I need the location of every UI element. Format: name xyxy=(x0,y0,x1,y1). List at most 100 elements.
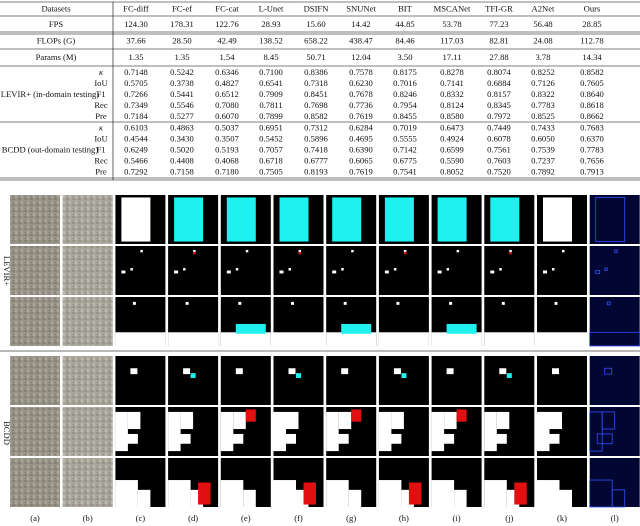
cell: 0.5705 xyxy=(124,78,148,88)
mask-error xyxy=(190,373,196,379)
cell: 37.66 xyxy=(126,35,146,45)
mask-region xyxy=(431,332,482,346)
mask-region xyxy=(279,197,309,242)
cell: 0.7148 xyxy=(124,67,148,77)
cell: 0.6951 xyxy=(259,122,283,132)
cell: 0.6070 xyxy=(215,111,239,121)
mask-region xyxy=(286,411,299,430)
cell: 0.5020 xyxy=(170,144,194,154)
mask-region xyxy=(549,411,562,430)
metric-label: IoU xyxy=(94,133,108,143)
mask-region xyxy=(554,301,558,305)
mask-region xyxy=(341,268,344,271)
cell: 0.6512 xyxy=(215,89,239,99)
mask-region xyxy=(396,301,400,305)
row-label: Params (M) xyxy=(36,52,77,62)
mask-region xyxy=(543,197,572,242)
mask-region xyxy=(115,332,166,346)
cell: 0.7541 xyxy=(393,166,417,176)
cell: 0.4924 xyxy=(440,133,464,143)
cell: 0.7292 xyxy=(124,166,148,176)
cell: 0.8252 xyxy=(531,67,555,77)
mask-region xyxy=(378,480,402,507)
cell: 0.6230 xyxy=(349,78,373,88)
mask-region xyxy=(537,411,550,452)
mask xyxy=(220,356,271,405)
column-label: (g) xyxy=(346,513,356,523)
cell: 0.7783 xyxy=(531,100,555,110)
cell: 84.46 xyxy=(395,35,415,45)
cell: 0.3738 xyxy=(170,78,194,88)
cell: 0.6599 xyxy=(440,144,464,154)
mask-region xyxy=(431,411,445,452)
mask-error xyxy=(351,409,362,422)
cell: 0.4544 xyxy=(124,133,148,143)
cell: 0.7736 xyxy=(349,100,373,110)
cell: 42.49 xyxy=(217,35,236,45)
mask-region xyxy=(288,368,296,375)
mask-region xyxy=(386,433,402,444)
mask-region xyxy=(456,249,460,253)
group-label: BCDD (out-domain testing) xyxy=(2,144,99,154)
cell: 0.7505 xyxy=(259,166,283,176)
mask-region xyxy=(444,411,457,430)
metric-label: F1 xyxy=(96,89,105,99)
mask-region xyxy=(552,268,555,271)
mask-region xyxy=(238,301,242,305)
error-map xyxy=(589,195,640,244)
cell: 0.8640 xyxy=(580,89,604,99)
photo xyxy=(10,458,60,507)
photo xyxy=(62,195,113,244)
photo xyxy=(62,356,113,405)
mask-region xyxy=(552,368,559,375)
cell: 0.8345 xyxy=(487,100,511,110)
mask-error xyxy=(506,373,512,379)
mask-region xyxy=(559,489,572,507)
mask-region xyxy=(484,480,507,507)
cell: 0.3430 xyxy=(170,133,194,143)
cell: 1.54 xyxy=(219,52,235,62)
error-outline xyxy=(589,411,603,452)
cell: 0.5555 xyxy=(393,133,417,143)
mask-region xyxy=(437,270,442,274)
error-map xyxy=(589,297,640,346)
error-outline xyxy=(596,433,613,445)
mask xyxy=(115,356,166,405)
mask-region xyxy=(490,197,520,242)
photo-tint xyxy=(10,356,60,405)
mask-region xyxy=(228,433,244,444)
cell: 0.7184 xyxy=(124,111,148,121)
column-label: (a) xyxy=(30,513,40,523)
mask-region xyxy=(175,433,191,444)
photo xyxy=(62,407,113,456)
mask-region xyxy=(226,197,256,242)
cell: 0.7520 xyxy=(487,166,511,176)
mask-region xyxy=(491,433,507,444)
mask-error xyxy=(198,482,211,505)
column-header: L-Unet xyxy=(259,3,284,13)
mask xyxy=(273,356,324,405)
error-map xyxy=(589,458,640,507)
photo xyxy=(10,356,60,405)
column-label: (d) xyxy=(188,513,198,523)
mask-error xyxy=(456,409,467,422)
mask-region xyxy=(393,368,401,375)
column-label: (i) xyxy=(453,513,461,523)
mask-region xyxy=(220,411,234,452)
cell: 0.8662 xyxy=(580,111,604,121)
photo xyxy=(62,297,113,346)
metric-label: κ xyxy=(99,122,104,132)
photo-tint xyxy=(62,297,113,346)
mask-region xyxy=(431,480,455,507)
mask-region xyxy=(180,411,194,430)
mask-region xyxy=(243,489,256,507)
photo-tint xyxy=(62,407,113,456)
mask-error xyxy=(514,482,527,505)
cell: 112.78 xyxy=(580,35,603,45)
mask-error xyxy=(446,323,477,334)
cell: 0.8246 xyxy=(393,89,417,99)
cell: 0.6473 xyxy=(440,122,464,132)
column-header: FC-cat xyxy=(215,3,239,13)
mask-region xyxy=(543,270,547,274)
